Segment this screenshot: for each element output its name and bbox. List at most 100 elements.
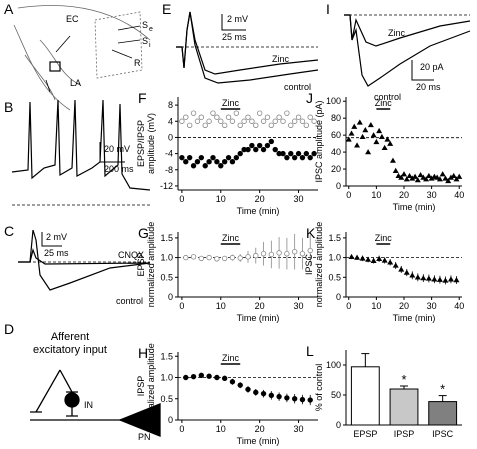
marker bbox=[303, 122, 310, 129]
marker bbox=[417, 171, 424, 178]
marker bbox=[425, 172, 432, 179]
marker bbox=[186, 122, 193, 129]
y-tick-label: 8 bbox=[168, 100, 173, 110]
scale-label: 25 ms bbox=[44, 248, 69, 258]
circuit bbox=[30, 369, 161, 437]
marker bbox=[249, 118, 255, 124]
y-tick-label: 0 bbox=[336, 292, 341, 302]
marker bbox=[381, 257, 388, 263]
marker bbox=[272, 146, 278, 153]
marker bbox=[354, 142, 361, 148]
marker bbox=[206, 254, 212, 261]
marker bbox=[190, 373, 197, 380]
panel-letter: A bbox=[4, 1, 14, 17]
y-tick-label: 100 bbox=[326, 360, 341, 370]
y-tick-label: 4 bbox=[168, 116, 173, 126]
marker bbox=[253, 252, 259, 259]
y-tick-label: 0.5 bbox=[328, 272, 341, 282]
y-axis-label: normalized amplitude bbox=[314, 222, 324, 308]
marker bbox=[233, 154, 240, 161]
marker bbox=[276, 114, 282, 120]
marker bbox=[365, 149, 372, 155]
y-axis-label: IPSP bbox=[136, 376, 146, 397]
marker bbox=[436, 276, 443, 282]
marker bbox=[409, 272, 416, 278]
x-tick-label: 0 bbox=[179, 424, 184, 434]
x-axis-label: Time (min) bbox=[237, 313, 280, 323]
marker bbox=[288, 150, 294, 157]
marker bbox=[414, 274, 421, 280]
y-tick-label: 80 bbox=[331, 113, 341, 123]
marker bbox=[268, 138, 275, 145]
marker bbox=[423, 176, 430, 182]
marker bbox=[241, 118, 247, 124]
marker bbox=[420, 275, 427, 281]
marker bbox=[307, 247, 313, 254]
marker bbox=[295, 150, 302, 157]
y-axis-label: EPSP/IPSP bbox=[136, 120, 146, 167]
marker bbox=[351, 123, 358, 129]
significance-mark: * bbox=[440, 382, 445, 397]
marker bbox=[398, 174, 405, 180]
input-label: excitatory input bbox=[33, 344, 107, 356]
marker bbox=[362, 127, 369, 133]
x-tick-label: 40 bbox=[454, 190, 464, 200]
marker bbox=[253, 122, 259, 129]
in-label: IN bbox=[84, 400, 93, 410]
x-tick-label: 30 bbox=[427, 190, 437, 200]
marker bbox=[409, 175, 416, 181]
marker bbox=[233, 110, 240, 116]
label-r: R bbox=[134, 58, 141, 68]
marker bbox=[291, 154, 298, 161]
marker bbox=[387, 259, 394, 265]
y-tick-label: 0 bbox=[168, 132, 173, 142]
marker bbox=[414, 177, 421, 183]
marker bbox=[245, 146, 251, 153]
label-ec: EC bbox=[66, 14, 79, 24]
x-tick-label: 40 bbox=[454, 301, 464, 311]
panel-letter: I bbox=[326, 1, 330, 17]
marker bbox=[376, 255, 383, 261]
marker bbox=[376, 127, 383, 134]
x-axis-label: Time (min) bbox=[393, 313, 436, 323]
marker bbox=[210, 154, 216, 161]
marker bbox=[237, 382, 243, 388]
marker bbox=[431, 276, 438, 282]
marker bbox=[392, 262, 399, 268]
trace-label: Zinc bbox=[388, 28, 406, 38]
scale-label: 20 mV bbox=[104, 144, 130, 154]
marker bbox=[453, 277, 460, 283]
marker bbox=[249, 142, 255, 149]
marker bbox=[206, 118, 212, 124]
marker bbox=[229, 118, 236, 124]
x-tick-label: 10 bbox=[216, 301, 226, 311]
marker bbox=[221, 375, 228, 382]
marker bbox=[237, 255, 243, 261]
marker bbox=[198, 114, 205, 120]
y-tick-label: 50 bbox=[331, 390, 341, 400]
application-label: Zinc bbox=[375, 98, 393, 108]
marker bbox=[237, 122, 243, 129]
x-tick-label: 10 bbox=[216, 424, 226, 434]
scale-label: 25 ms bbox=[222, 32, 247, 42]
marker bbox=[447, 174, 454, 180]
trace-label: Zinc bbox=[272, 54, 290, 64]
marker bbox=[299, 396, 306, 403]
y-tick-label: 1.5 bbox=[160, 351, 173, 361]
marker bbox=[256, 142, 263, 149]
marker bbox=[218, 163, 224, 169]
x-tick-label: 0 bbox=[179, 194, 184, 204]
marker bbox=[276, 250, 282, 256]
marker bbox=[186, 154, 193, 161]
label-si-sub: i bbox=[149, 42, 151, 49]
marker bbox=[299, 250, 306, 257]
marker bbox=[392, 167, 399, 173]
marker bbox=[307, 114, 313, 120]
trace-label: control bbox=[284, 82, 311, 92]
x-tick-label: 10 bbox=[371, 190, 381, 200]
marker bbox=[190, 163, 197, 169]
marker bbox=[245, 114, 251, 120]
marker bbox=[284, 110, 290, 116]
marker bbox=[268, 122, 275, 129]
